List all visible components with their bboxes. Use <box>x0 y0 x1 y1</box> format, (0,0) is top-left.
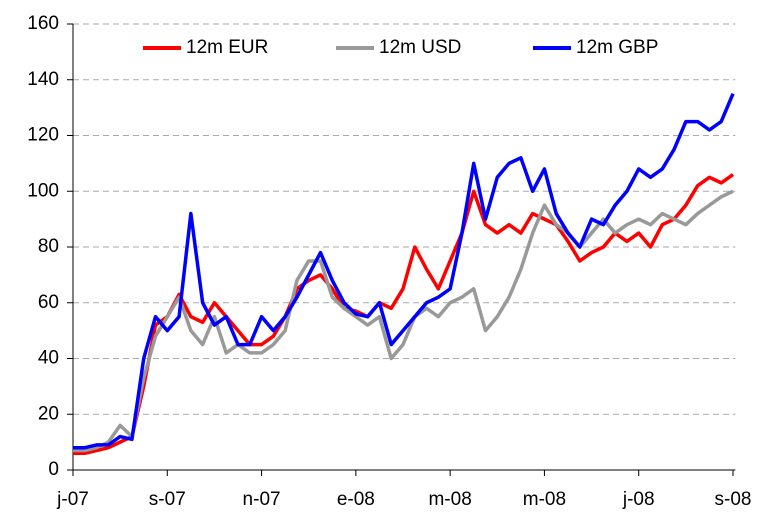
x-tick-label: e-08 <box>337 489 375 510</box>
y-tick-label: 20 <box>38 403 59 424</box>
legend-label: 12m USD <box>379 37 461 58</box>
x-tick-label: m-08 <box>428 489 471 510</box>
legend-label: 12m EUR <box>186 37 268 58</box>
x-tick-label: m-08 <box>523 489 566 510</box>
x-tick-label: n-07 <box>243 489 281 510</box>
x-tick-label: j-08 <box>622 489 655 510</box>
y-tick-label: 160 <box>27 13 59 34</box>
y-tick-label: 60 <box>38 292 59 313</box>
series-line <box>73 93 735 450</box>
x-tick-label: s-07 <box>149 489 186 510</box>
series-line <box>73 189 734 453</box>
y-tick-label: 80 <box>38 236 59 257</box>
y-tick-label: 100 <box>27 180 59 201</box>
y-tick-label: 40 <box>38 348 59 369</box>
x-tick-label: s-08 <box>715 489 752 510</box>
y-tick-label: 140 <box>27 69 59 90</box>
legend-label: 12m GBP <box>576 37 658 58</box>
y-tick-label: 120 <box>27 125 59 146</box>
series-line <box>73 173 735 456</box>
y-tick-label: 0 <box>48 459 59 480</box>
x-tick-label: j-07 <box>56 489 89 510</box>
